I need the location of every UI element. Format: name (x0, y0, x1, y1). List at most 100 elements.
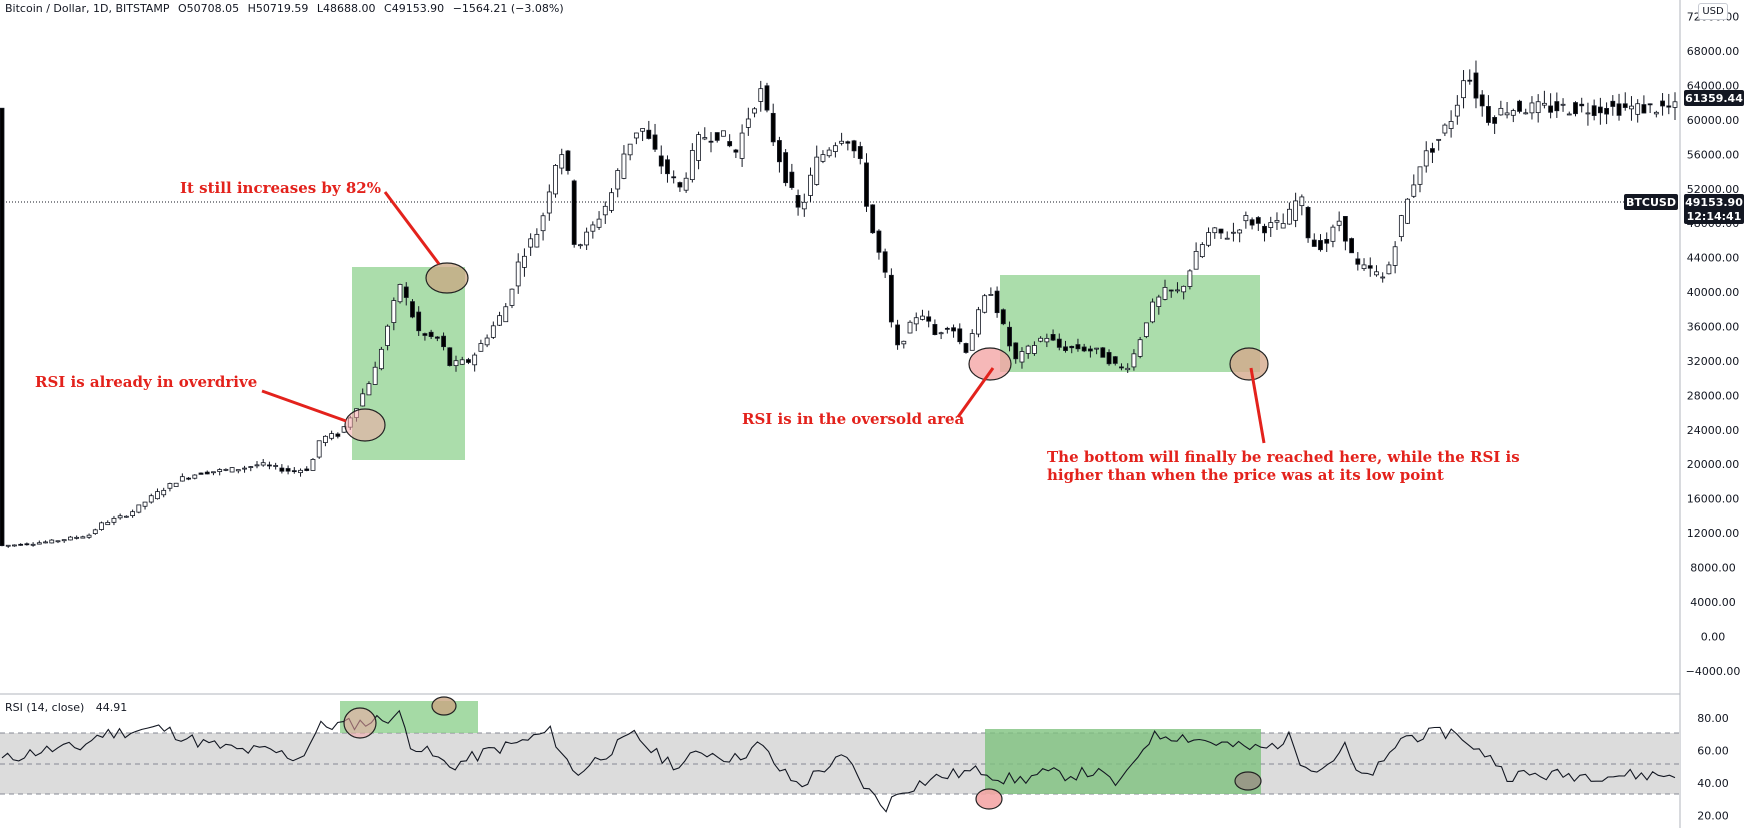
candle (235, 469, 241, 474)
candle (43, 540, 48, 544)
candle (658, 145, 664, 175)
candle (254, 461, 260, 469)
candle (870, 204, 876, 234)
price-axis-label: 12000.00 (1687, 527, 1740, 540)
candle (832, 142, 838, 158)
candle (1554, 92, 1560, 118)
price-axis-label: −4000.00 (1686, 665, 1741, 678)
candle (204, 470, 210, 475)
candle (689, 143, 695, 183)
candle (1287, 202, 1292, 225)
candle (1392, 241, 1398, 274)
candle (378, 346, 384, 371)
candle (559, 148, 565, 175)
candle (428, 329, 434, 340)
candle (1212, 226, 1218, 239)
candle (80, 535, 86, 539)
candle (982, 293, 988, 314)
candle (372, 361, 378, 385)
rsi-axis-label: 80.00 (1697, 712, 1729, 725)
candle (1274, 212, 1280, 230)
candle (1318, 234, 1323, 252)
pointer-increase (383, 191, 441, 265)
candle (988, 287, 994, 296)
candle (5, 544, 11, 548)
candle (1430, 142, 1435, 164)
candle (1548, 93, 1554, 119)
candle (1206, 227, 1211, 248)
pointer-overdrive (261, 389, 347, 423)
candle (758, 80, 764, 112)
candle (1355, 252, 1361, 271)
price-axis-label: 60000.00 (1687, 114, 1740, 127)
symbol-header: Bitcoin / Dollar, 1D, BITSTAMP O50708.05… (5, 2, 569, 15)
candle (385, 324, 390, 351)
candle (497, 311, 502, 326)
candle (410, 299, 415, 319)
candle (49, 539, 55, 544)
candle (30, 542, 36, 547)
candle (453, 355, 459, 372)
candle (186, 477, 191, 481)
candle (665, 155, 670, 183)
candle (304, 466, 310, 472)
price-axis-label: 28000.00 (1687, 389, 1740, 402)
candle (801, 193, 807, 217)
candle (86, 533, 92, 539)
candle (1299, 194, 1305, 216)
candle (1566, 111, 1572, 116)
candle (1032, 341, 1037, 356)
candle (895, 319, 900, 350)
price-axis-label: 4000.00 (1690, 596, 1736, 609)
candle (944, 326, 950, 334)
rsi-marker-bottom (1234, 771, 1262, 791)
marker-circle-rally-start (344, 408, 386, 442)
rsi-series-line (1, 709, 1676, 813)
candle (273, 462, 279, 470)
candle (1479, 90, 1485, 117)
candle (117, 513, 123, 520)
candle (1436, 138, 1442, 151)
candle (360, 388, 366, 407)
candle (795, 189, 801, 216)
candle (752, 107, 757, 118)
rsi-axis-label: 60.00 (1697, 745, 1729, 758)
candle (926, 310, 932, 328)
candle (1523, 108, 1529, 115)
candle (814, 145, 820, 186)
candle (1131, 349, 1137, 371)
candle (1541, 90, 1547, 109)
candle (1125, 363, 1131, 373)
candle (1231, 222, 1236, 242)
candle (1106, 349, 1112, 366)
candle (783, 149, 789, 187)
candle (1535, 94, 1541, 123)
candle (1653, 110, 1659, 118)
candle (1486, 95, 1491, 126)
rsi-highlight-range (985, 729, 1261, 794)
candle (68, 535, 73, 541)
candle (323, 435, 328, 447)
candle (1137, 336, 1143, 359)
candle (1610, 95, 1616, 116)
candle (1000, 308, 1006, 326)
candle (1094, 347, 1100, 355)
candle (1454, 95, 1460, 125)
candle (1218, 228, 1224, 240)
candle (1175, 282, 1180, 294)
candle (1193, 242, 1199, 270)
price-axis-label: 68000.00 (1687, 45, 1740, 58)
price-axis-label: 0.00 (1701, 630, 1726, 643)
price-axis-label: 52000.00 (1687, 183, 1740, 196)
candle (671, 170, 677, 184)
candle (609, 188, 614, 213)
candle (179, 473, 185, 482)
candle (646, 120, 652, 140)
price-axis-label: 44000.00 (1687, 252, 1740, 265)
candle (123, 515, 129, 518)
pointer-bottom (1249, 367, 1266, 444)
candle (142, 501, 148, 510)
candle (1249, 217, 1255, 230)
currency-button[interactable]: USD (1698, 3, 1728, 20)
